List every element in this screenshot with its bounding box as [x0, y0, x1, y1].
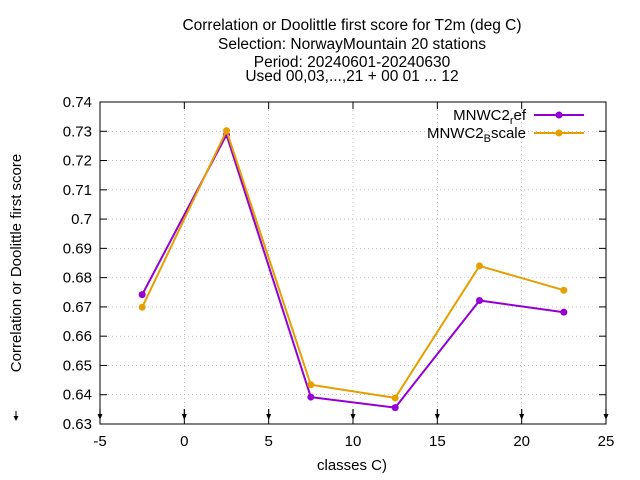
x-marker-arrow-icon: [350, 414, 356, 420]
y-tick-label: 0.71: [63, 182, 92, 199]
y-tick-label: 0.74: [63, 94, 92, 111]
legend-item-2: MNWC2Bscale: [427, 125, 584, 145]
x-marker-arrow-icon: [181, 414, 187, 420]
title-line-3: Period: 20240601-20240630: [254, 54, 451, 71]
y-axis-label: Correlation or Doolittle first score: [8, 154, 25, 372]
x-marker-arrow-icon: [519, 414, 525, 420]
series-line: [141, 129, 565, 399]
data-point: [476, 296, 483, 304]
legend-item-1: MNWC2ref: [453, 107, 584, 127]
x-tick-label: 15: [429, 433, 446, 450]
x-tick-label: 10: [345, 433, 362, 450]
legend-label: MNWC2Bscale: [427, 125, 526, 145]
y-tick-label: 0.67: [63, 299, 92, 316]
plot-frame: [99, 101, 607, 425]
series-1: [138, 131, 568, 412]
x-axis-label: classes C): [317, 457, 387, 474]
data-point: [223, 127, 230, 135]
x-marker-arrow-icon: [434, 414, 440, 420]
data-point: [560, 308, 568, 316]
x-marker-arrow-icon: [266, 414, 272, 420]
y-tick-label: 0.73: [63, 123, 92, 140]
x-tick-labels: -5 0 5 10 15 20 25: [93, 433, 614, 450]
x-tick-label: 0: [180, 433, 188, 450]
x-tick-label: 20: [513, 433, 530, 450]
legend-swatch-point: [555, 129, 563, 137]
y-tick-label: 0.69: [63, 240, 92, 257]
title-line-1: Correlation or Doolittle first score for…: [182, 17, 521, 34]
y-tick-label: 0.66: [63, 328, 92, 345]
data-point: [560, 286, 568, 294]
legend-swatch-point: [555, 111, 563, 119]
x-tick-label: 5: [264, 433, 272, 450]
series-lines: [138, 127, 568, 412]
y-tick-label: 0.64: [63, 387, 92, 404]
y-tick-labels: 0.63 0.64 0.65 0.66 0.67 0.68 0.69 0.7 0.71 0.72 0…: [63, 94, 92, 433]
y-axis-label-group: Correlation or Doolittle first score: [8, 154, 25, 372]
data-point: [307, 381, 315, 389]
data-point: [138, 291, 146, 299]
grid: [100, 102, 606, 424]
y-tick-label: 0.63: [63, 416, 92, 433]
data-point: [476, 262, 483, 270]
y-tick-label: 0.7: [71, 211, 92, 228]
y-tick-label: 0.65: [63, 357, 92, 374]
series-2: [138, 127, 568, 402]
x-tick-label: 25: [598, 433, 615, 450]
title-line-4: Used 00,03,...,21 + 00 01 ... 12: [245, 68, 458, 85]
legend-label: MNWC2ref: [453, 107, 527, 127]
chart-title: Correlation or Doolittle first score for…: [182, 17, 521, 85]
x-tick-label: -5: [93, 433, 106, 450]
title-line-2: Selection: NorwayMountain 20 stations: [218, 36, 486, 53]
data-point: [391, 394, 399, 402]
y-tick-label: 0.68: [63, 270, 92, 287]
y-axis-arrow-icon: [13, 411, 19, 421]
data-point: [138, 303, 146, 311]
y-tick-label: 0.72: [63, 153, 92, 170]
data-point: [391, 404, 399, 412]
data-point: [307, 393, 315, 401]
